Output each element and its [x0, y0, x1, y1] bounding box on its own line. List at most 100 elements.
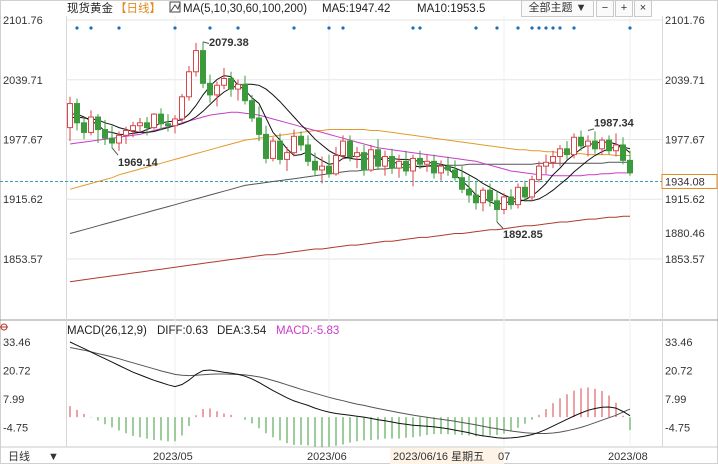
candle-body	[270, 140, 276, 159]
macd-label[interactable]: MACD(26,12,9)	[67, 325, 147, 337]
candle-body	[95, 116, 101, 131]
zoom-in-button[interactable]: +	[615, 0, 633, 17]
event-dot	[173, 26, 177, 30]
candle-body	[599, 139, 605, 150]
annotation-high-jul: 1987.34	[594, 118, 635, 130]
ma-settings-label[interactable]: MA(5,10,30,60,100,200)	[183, 3, 307, 15]
candle-body	[235, 83, 241, 90]
candle-body	[74, 103, 80, 124]
chart-title: 现货黄金	[67, 1, 113, 15]
candle-body	[452, 169, 458, 179]
macd-tick-left: 33.46	[3, 337, 31, 349]
theme-select-button[interactable]: 全部主题 ▼	[521, 0, 594, 17]
close-icon: ×	[639, 2, 647, 14]
price-tick-left: 1915.62	[3, 194, 43, 206]
candle-body	[571, 136, 577, 156]
candle-body	[88, 116, 94, 133]
plus-icon: +	[620, 2, 628, 14]
event-dot	[572, 26, 576, 30]
cursor-date-box	[390, 448, 504, 464]
event-dot	[530, 26, 534, 30]
price-grid	[0, 16, 662, 447]
macd-tick-right: -4.75	[665, 423, 690, 435]
price-tick-left: 2039.71	[3, 75, 43, 87]
ma200-line	[69, 215, 630, 283]
current-price-tag	[661, 173, 718, 189]
annotation-low-jun-pointer	[496, 221, 504, 229]
macd-tick-right: 20.72	[665, 366, 693, 378]
candle-body	[494, 200, 500, 210]
candle-body	[431, 160, 437, 174]
close-button[interactable]: ×	[634, 0, 652, 17]
candle-body	[585, 140, 591, 147]
event-dot	[411, 26, 415, 30]
candle-body	[284, 152, 290, 160]
candle-body	[550, 156, 556, 163]
candle-body	[130, 125, 136, 132]
candle-body	[249, 100, 255, 119]
candle-body	[151, 113, 157, 129]
candle-body	[515, 186, 521, 206]
ma-toggle-icon[interactable]	[169, 1, 181, 13]
event-dot	[236, 26, 240, 30]
candle-body	[480, 189, 486, 204]
event-dot	[341, 26, 345, 30]
footer-menu-icon[interactable]: ▼	[48, 451, 59, 463]
candle-body	[340, 140, 346, 157]
annotation-low-may-pointer	[111, 147, 119, 156]
candle-body	[263, 133, 269, 159]
event-dot	[292, 26, 296, 30]
annotation-high: 2079.38	[209, 37, 249, 49]
event-dot	[558, 26, 562, 30]
candlestick-series	[67, 41, 633, 222]
period-label[interactable]: 【日线】	[115, 1, 161, 15]
event-dot	[474, 26, 478, 30]
time-tick: 2023/08	[608, 451, 648, 463]
macd-hist-value: MACD:-5.83	[276, 325, 339, 337]
candle-body	[508, 196, 514, 206]
candle-body	[242, 83, 248, 102]
event-dot	[208, 26, 212, 30]
annotation-low-jun: 1892.85	[503, 229, 543, 241]
zoom-out-button[interactable]: −	[596, 0, 614, 17]
candle-body	[116, 134, 122, 144]
candle-body	[228, 78, 234, 90]
event-dot	[89, 26, 93, 30]
macd-diff-value: DIFF:0.63	[157, 325, 208, 337]
current-price-value: 1934.08	[665, 176, 705, 188]
footer-period[interactable]: 日线	[8, 449, 30, 463]
annotation-low-may: 1969.14	[118, 157, 159, 169]
candle-body	[102, 129, 108, 139]
ma100-line	[69, 161, 630, 234]
candle-body	[375, 149, 381, 167]
candle-body	[557, 148, 563, 158]
price-tick-right: 2101.76	[665, 15, 705, 27]
ma200-axis-value: 1880.46	[665, 228, 705, 240]
minus-icon: −	[601, 2, 609, 14]
ma10-value: MA10:1953.5	[417, 3, 485, 15]
event-dot	[117, 26, 121, 30]
event-dot	[495, 26, 499, 30]
candle-body	[207, 82, 213, 96]
candle-body	[256, 117, 262, 135]
candle-body	[298, 135, 304, 146]
candle-body	[564, 148, 570, 156]
time-tick: 2023/06	[307, 451, 347, 463]
ma60-line	[69, 129, 630, 190]
candle-body	[354, 152, 360, 158]
candle-body	[221, 78, 227, 86]
time-tick: 2023/05	[153, 451, 193, 463]
candle-body	[382, 156, 388, 167]
candle-body	[200, 50, 206, 84]
candle-body	[424, 160, 430, 165]
candle-body	[578, 136, 584, 147]
price-tick-right: 1853.57	[665, 254, 705, 266]
candle-body	[67, 103, 73, 129]
candle-body	[529, 179, 535, 198]
candle-body	[403, 160, 409, 172]
cursor-date: 2023/06/16 星期五	[393, 450, 484, 463]
crosshair-icon[interactable]	[0, 323, 8, 331]
candle-body	[312, 160, 318, 171]
candle-body	[620, 144, 626, 161]
